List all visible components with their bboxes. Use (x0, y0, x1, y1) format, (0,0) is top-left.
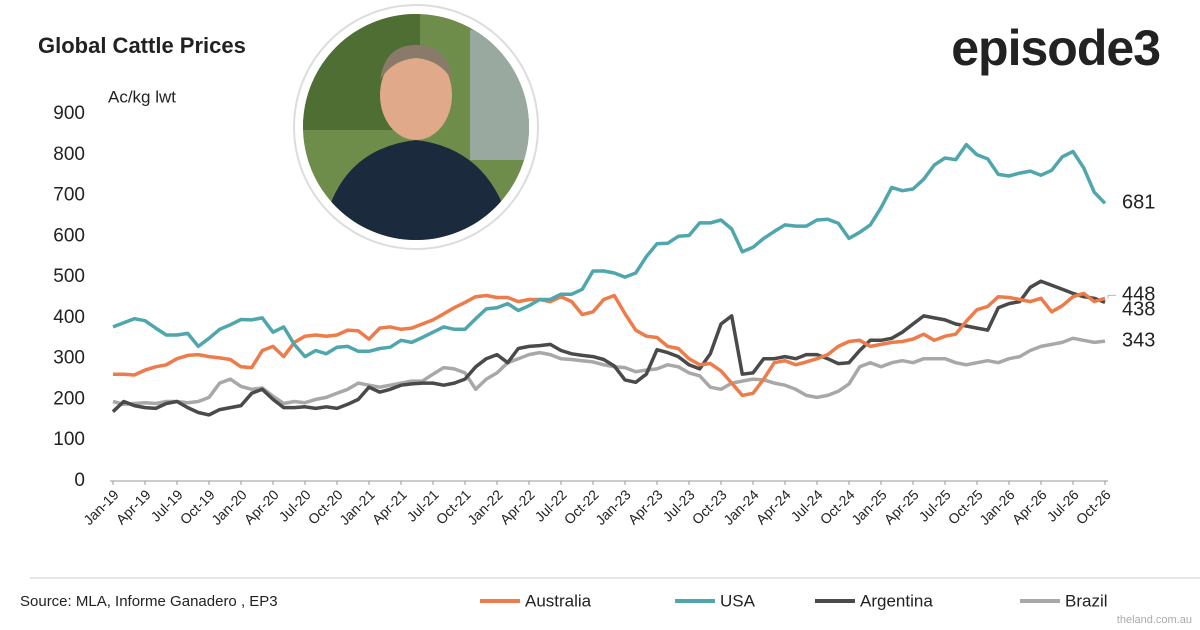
photo-shirt (320, 140, 515, 240)
series-line (111, 279, 1106, 417)
y-tick-label: 400 (53, 307, 85, 328)
y-tick-label: 800 (53, 144, 85, 165)
y-tick-label: 900 (53, 103, 85, 124)
series-line (112, 336, 1106, 407)
series-line (113, 291, 1106, 398)
end-label: 343 (1122, 329, 1155, 351)
legend-label: Brazil (1065, 591, 1108, 610)
y-tick-label: 100 (53, 429, 85, 450)
photo (293, 4, 539, 250)
source-note: Source: MLA, Informe Ganadero , EP3 (20, 593, 278, 610)
y-tick-label: 0 (74, 470, 85, 491)
legend-label: Australia (525, 591, 592, 610)
y-tick-label: 600 (53, 225, 85, 246)
legend-label: USA (720, 591, 756, 610)
y-tick-label: 500 (53, 266, 85, 287)
photo-face (380, 50, 452, 140)
chart-title: Global Cattle Prices (38, 33, 246, 58)
series-line (112, 142, 1107, 359)
legend-label: Argentina (860, 591, 933, 610)
photo-hair (380, 45, 452, 80)
end-label: 438 (1122, 299, 1155, 321)
end-label: 448 (1122, 284, 1155, 306)
y-axis-label: Ac/kg lwt (108, 87, 176, 106)
end-label: 681 (1122, 192, 1155, 214)
y-tick-label: 300 (53, 348, 85, 369)
end-label-connector (1107, 294, 1116, 299)
brand-logo: episode3 (951, 20, 1160, 76)
y-tick-label: 200 (53, 388, 85, 409)
y-tick-label: 700 (53, 185, 85, 206)
watermark: theland.com.au (1117, 614, 1192, 626)
